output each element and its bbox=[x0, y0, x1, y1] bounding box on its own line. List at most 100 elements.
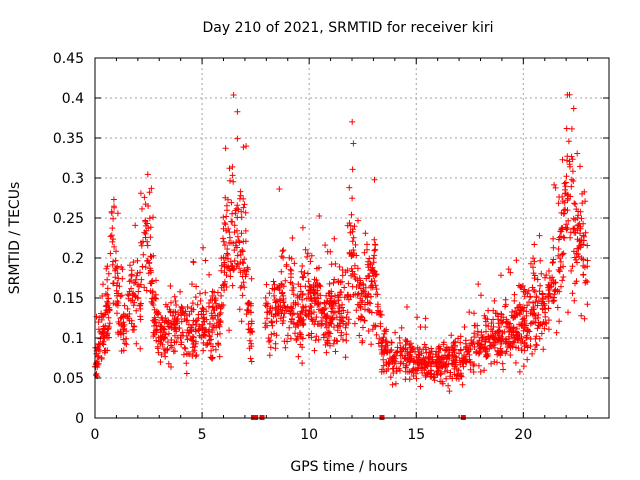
data-point bbox=[393, 368, 400, 375]
data-point bbox=[130, 302, 137, 309]
data-point bbox=[115, 300, 122, 306]
data-point bbox=[560, 274, 567, 280]
data-point bbox=[345, 280, 352, 287]
data-point bbox=[209, 343, 216, 350]
data-point bbox=[167, 342, 174, 349]
data-point bbox=[519, 305, 526, 312]
data-point bbox=[313, 277, 320, 284]
data-point bbox=[569, 290, 576, 297]
data-point bbox=[538, 270, 545, 277]
data-point bbox=[570, 178, 577, 184]
data-point bbox=[415, 348, 422, 355]
data-point bbox=[449, 352, 456, 359]
data-point bbox=[263, 309, 270, 316]
data-point bbox=[245, 266, 251, 273]
data-point bbox=[418, 365, 424, 372]
data-point bbox=[530, 255, 537, 262]
data-point bbox=[572, 201, 579, 207]
data-point bbox=[203, 316, 210, 323]
data-point bbox=[139, 205, 145, 212]
data-point bbox=[422, 374, 429, 380]
data-point bbox=[532, 335, 539, 342]
data-point bbox=[531, 288, 538, 295]
data-point bbox=[317, 292, 324, 299]
data-point bbox=[204, 341, 211, 348]
data-point bbox=[520, 363, 527, 370]
data-point bbox=[114, 292, 120, 299]
data-point bbox=[359, 339, 366, 346]
data-point bbox=[159, 333, 166, 340]
data-point bbox=[168, 320, 175, 327]
data-point bbox=[573, 206, 580, 213]
data-point bbox=[104, 291, 111, 298]
data-point bbox=[404, 348, 411, 355]
data-point bbox=[321, 310, 328, 317]
data-point bbox=[165, 330, 172, 337]
data-point bbox=[157, 323, 164, 330]
data-point bbox=[220, 235, 226, 242]
data-point bbox=[299, 224, 306, 231]
data-point bbox=[315, 336, 322, 343]
data-point bbox=[582, 277, 589, 284]
data-point bbox=[101, 349, 108, 356]
data-point bbox=[150, 214, 156, 221]
data-point bbox=[513, 310, 520, 317]
data-point bbox=[483, 328, 489, 335]
data-point bbox=[535, 311, 542, 318]
data-point bbox=[537, 282, 544, 289]
data-point bbox=[272, 304, 279, 311]
data-point bbox=[457, 339, 464, 346]
data-point bbox=[192, 294, 199, 301]
y-tick-label: 0.35 bbox=[53, 131, 84, 147]
data-point bbox=[367, 267, 374, 274]
data-point bbox=[561, 180, 568, 187]
data-point bbox=[541, 325, 548, 332]
data-point bbox=[569, 263, 576, 270]
data-point bbox=[232, 242, 239, 249]
data-point bbox=[384, 342, 391, 349]
data-point bbox=[327, 342, 333, 349]
data-point bbox=[351, 223, 358, 230]
data-point bbox=[563, 173, 570, 180]
data-point bbox=[307, 303, 314, 309]
data-point bbox=[237, 248, 244, 255]
data-point bbox=[507, 352, 514, 358]
data-point bbox=[200, 244, 207, 251]
data-point bbox=[137, 300, 144, 307]
data-point bbox=[546, 283, 553, 290]
data-point bbox=[158, 314, 165, 321]
data-point bbox=[280, 283, 287, 290]
data-point bbox=[542, 274, 548, 281]
data-point bbox=[240, 260, 247, 267]
data-point bbox=[184, 317, 191, 324]
data-point bbox=[265, 335, 272, 342]
data-point bbox=[223, 213, 230, 220]
data-point bbox=[234, 227, 240, 234]
data-point bbox=[497, 338, 504, 345]
data-point bbox=[462, 346, 469, 353]
data-point bbox=[397, 340, 403, 346]
data-point bbox=[220, 214, 227, 221]
data-point bbox=[461, 352, 468, 358]
data-point bbox=[570, 105, 577, 112]
data-point bbox=[234, 214, 241, 221]
data-point bbox=[537, 257, 544, 264]
data-point bbox=[563, 221, 570, 228]
data-point bbox=[557, 258, 564, 265]
data-point bbox=[383, 349, 390, 356]
data-point bbox=[451, 346, 458, 353]
data-point bbox=[555, 236, 562, 243]
data-point bbox=[371, 176, 378, 183]
data-point bbox=[313, 314, 320, 321]
data-point bbox=[354, 301, 361, 308]
data-point bbox=[410, 373, 417, 379]
data-point bbox=[343, 314, 350, 321]
data-point bbox=[296, 330, 303, 336]
data-point bbox=[262, 294, 269, 301]
data-point bbox=[226, 327, 233, 334]
data-point bbox=[170, 348, 177, 355]
data-point bbox=[362, 230, 369, 237]
data-point bbox=[303, 312, 310, 319]
data-point bbox=[326, 333, 332, 340]
data-point bbox=[415, 361, 422, 368]
